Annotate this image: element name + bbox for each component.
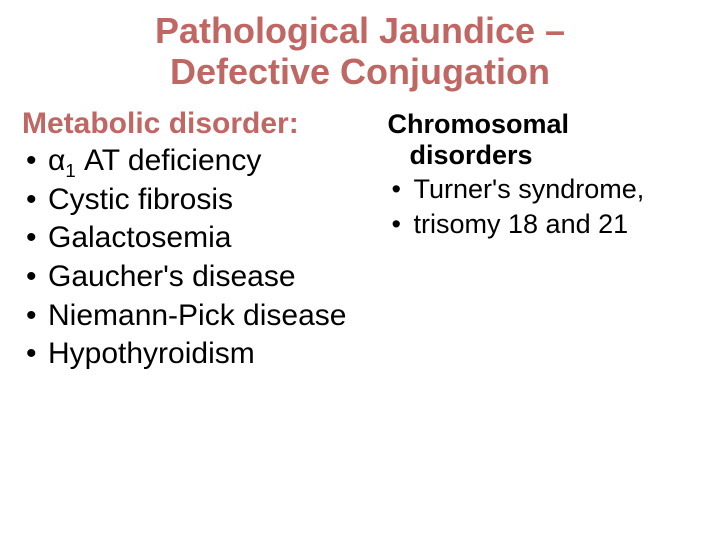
list-item: Galactosemia [22, 220, 374, 257]
right-heading: Chromosomal disorders [388, 109, 698, 171]
slide-title: Pathological Jaundice – Defective Conjug… [22, 10, 698, 93]
left-bullet-list: α1 AT deficiency Cystic fibrosis Galacto… [22, 143, 374, 373]
right-heading-line-2: disorders [388, 140, 533, 170]
list-item: Hypothyroidism [22, 336, 374, 373]
title-line-1: Pathological Jaundice – [22, 10, 698, 51]
list-item: α1 AT deficiency [22, 143, 374, 180]
right-bullet-list: Turner's syndrome, trisomy 18 and 21 [388, 173, 698, 241]
title-line-2: Defective Conjugation [22, 51, 698, 92]
list-item: Turner's syndrome, [388, 173, 698, 206]
left-heading: Metabolic disorder: [22, 107, 374, 142]
list-item: trisomy 18 and 21 [388, 208, 698, 241]
right-heading-line-1: Chromosomal [388, 109, 570, 139]
left-column: Metabolic disorder: α1 AT deficiency Cys… [22, 107, 374, 375]
content-columns: Metabolic disorder: α1 AT deficiency Cys… [22, 107, 698, 375]
list-item: Niemann-Pick disease [22, 298, 374, 335]
list-item: Gaucher's disease [22, 259, 374, 296]
right-column: Chromosomal disorders Turner's syndrome,… [388, 107, 698, 375]
list-item: Cystic fibrosis [22, 182, 374, 219]
